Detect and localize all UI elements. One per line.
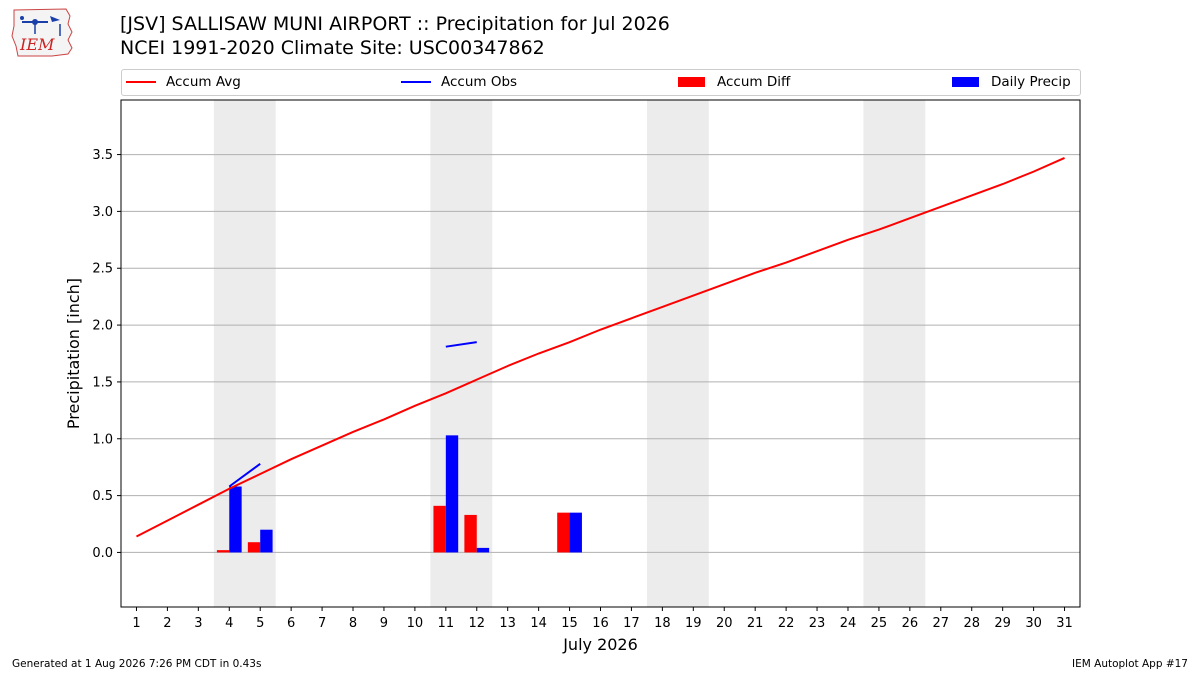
daily-precip-bar bbox=[260, 529, 273, 553]
x-tick-label: 11 bbox=[438, 616, 455, 631]
y-tick-label: 1.5 bbox=[92, 375, 113, 390]
accum-obs-line bbox=[228, 462, 261, 488]
x-tick-label: 20 bbox=[716, 616, 733, 631]
x-tick-label: 25 bbox=[871, 616, 888, 631]
x-tick-label: 30 bbox=[1025, 616, 1042, 631]
daily-precip-bar bbox=[445, 435, 459, 553]
y-axis-label: Precipitation [inch] bbox=[64, 278, 83, 429]
legend-item-daily-precip: Daily Precip bbox=[952, 74, 1071, 91]
legend-item-accum-diff: Accum Diff bbox=[678, 74, 790, 91]
legend-swatch bbox=[126, 81, 156, 83]
plot-frame bbox=[120, 99, 1081, 608]
accum-avg-line bbox=[136, 157, 1065, 538]
accum-diff-bar bbox=[433, 505, 446, 553]
x-tick-label: 27 bbox=[933, 616, 950, 631]
x-tick-label: 8 bbox=[349, 616, 357, 631]
iem-logo: IEM bbox=[8, 6, 80, 58]
legend-item-accum-obs: Accum Obs bbox=[401, 74, 517, 91]
legend-item-accum-avg: Accum Avg bbox=[126, 74, 241, 91]
x-axis-label: July 2026 bbox=[562, 635, 638, 654]
x-tick-label: 10 bbox=[407, 616, 424, 631]
x-tick-label: 7 bbox=[318, 616, 326, 631]
accum-diff-bar bbox=[464, 514, 477, 553]
chart-title: [JSV] SALLISAW MUNI AIRPORT :: Precipita… bbox=[120, 12, 670, 60]
accum-diff-bar bbox=[247, 542, 261, 553]
daily-precip-bar bbox=[476, 547, 490, 553]
x-tick-label: 26 bbox=[902, 616, 919, 631]
x-tick-label: 9 bbox=[380, 616, 388, 631]
y-tick-label: 1.0 bbox=[92, 432, 113, 447]
x-tick-label: 24 bbox=[840, 616, 857, 631]
chart-legend: Accum Avg Accum Obs Accum Diff Daily Pre… bbox=[121, 69, 1081, 96]
legend-label: Accum Avg bbox=[166, 74, 241, 90]
app-credit: IEM Autoplot App #17 bbox=[1072, 658, 1188, 670]
x-tick-label: 31 bbox=[1056, 616, 1073, 631]
x-tick-label: 14 bbox=[530, 616, 547, 631]
x-tick-label: 16 bbox=[592, 616, 609, 631]
x-tick-label: 29 bbox=[994, 616, 1011, 631]
y-tick-label: 2.5 bbox=[92, 262, 113, 277]
legend-label: Daily Precip bbox=[991, 74, 1071, 90]
x-tick-label: 21 bbox=[747, 616, 764, 631]
title-line-2: NCEI 1991-2020 Climate Site: USC00347862 bbox=[120, 37, 545, 59]
legend-swatch bbox=[678, 77, 705, 87]
x-tick-label: 19 bbox=[685, 616, 702, 631]
legend-swatch bbox=[401, 81, 431, 83]
legend-label: Accum Obs bbox=[441, 74, 518, 90]
daily-precip-bar bbox=[569, 512, 582, 553]
x-tick-label: 22 bbox=[778, 616, 795, 631]
y-tick-label: 2.0 bbox=[92, 319, 113, 334]
weekend-band bbox=[213, 100, 276, 607]
weekend-band bbox=[863, 100, 926, 607]
legend-label: Accum Diff bbox=[717, 74, 791, 90]
x-tick-label: 28 bbox=[963, 616, 980, 631]
svg-text:IEM: IEM bbox=[19, 35, 55, 54]
x-tick-label: 17 bbox=[623, 616, 640, 631]
accum-obs-line bbox=[445, 341, 477, 348]
weekend-band bbox=[646, 100, 709, 607]
x-tick-label: 13 bbox=[499, 616, 516, 631]
x-tick-label: 6 bbox=[287, 616, 295, 631]
accum-diff-bar bbox=[557, 512, 570, 553]
legend-swatch bbox=[952, 77, 979, 87]
y-tick-label: 3.5 bbox=[92, 148, 113, 163]
x-tick-label: 2 bbox=[163, 616, 171, 631]
x-tick-label: 3 bbox=[194, 616, 202, 631]
x-tick-label: 15 bbox=[561, 616, 578, 631]
x-tick-label: 1 bbox=[132, 616, 140, 631]
y-tick-label: 3.0 bbox=[92, 205, 113, 220]
x-tick-label: 4 bbox=[225, 616, 233, 631]
accum-diff-bar bbox=[216, 550, 230, 553]
x-tick-label: 12 bbox=[468, 616, 485, 631]
y-tick-label: 0.0 bbox=[92, 546, 113, 561]
daily-precip-bar bbox=[229, 486, 242, 553]
x-tick-label: 18 bbox=[654, 616, 671, 631]
y-tick-label: 0.5 bbox=[92, 489, 113, 504]
x-tick-label: 5 bbox=[256, 616, 264, 631]
title-line-1: [JSV] SALLISAW MUNI AIRPORT :: Precipita… bbox=[120, 13, 670, 35]
x-tick-label: 23 bbox=[809, 616, 826, 631]
generated-timestamp: Generated at 1 Aug 2026 7:26 PM CDT in 0… bbox=[12, 658, 262, 670]
